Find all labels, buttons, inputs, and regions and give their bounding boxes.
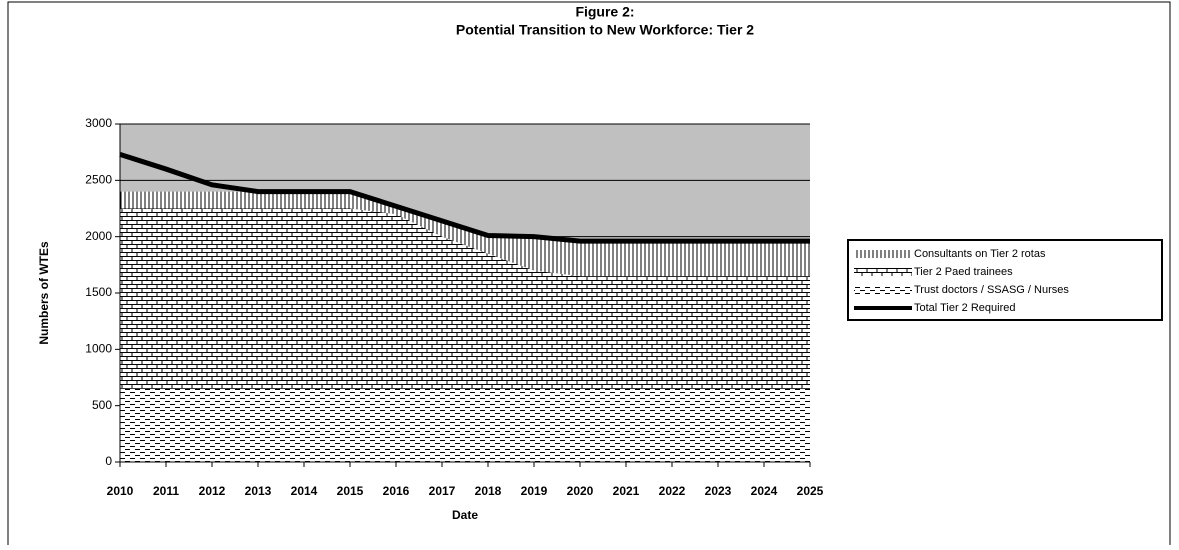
y-tick-label: 1000 (85, 342, 112, 356)
x-tick-label: 2021 (613, 484, 640, 498)
y-tick-label: 1500 (85, 285, 112, 299)
x-tick-label: 2016 (383, 484, 410, 498)
y-tick-label: 3000 (85, 116, 112, 130)
x-tick-label: 2011 (153, 484, 179, 498)
legend-swatch (854, 268, 912, 276)
x-tick-label: 2018 (475, 484, 502, 498)
x-tick-label: 2023 (705, 484, 732, 498)
x-tick-label: 2013 (245, 484, 272, 498)
y-tick-label: 2500 (85, 173, 112, 187)
x-tick-label: 2024 (751, 484, 778, 498)
x-tick-label: 2014 (291, 484, 318, 498)
area (120, 208, 810, 389)
line (119, 152, 810, 244)
x-tick-label: 2020 (567, 484, 594, 498)
chart-subtitle: Potential Transition to New Workforce: T… (456, 22, 754, 38)
x-tick-label: 2022 (659, 484, 686, 498)
legend-swatch (854, 286, 912, 294)
y-axis-label: Numbers of WTEs (37, 241, 51, 345)
chart-title: Figure 2: (575, 4, 634, 20)
y-tick-label: 0 (105, 454, 112, 468)
x-tick-label: 2025 (797, 484, 824, 498)
legend-label: Total Tier 2 Required (914, 302, 1016, 314)
legend-label: Consultants on Tier 2 rotas (914, 248, 1046, 260)
x-tick-label: 2015 (337, 484, 364, 498)
x-tick-label: 2012 (199, 484, 226, 498)
legend-swatch (854, 250, 912, 258)
area (120, 388, 810, 462)
y-tick-label: 500 (92, 398, 112, 412)
legend: Consultants on Tier 2 rotas Tier 2 Paed t… (847, 239, 1163, 321)
x-tick-label: 2010 (107, 484, 134, 498)
legend-label: Trust doctors / SSASG / Nurses (914, 284, 1069, 296)
x-tick-label: 2019 (521, 484, 548, 498)
x-tick-label: 2017 (429, 484, 456, 498)
legend-label: Tier 2 Paed trainees (914, 266, 1013, 278)
y-tick-label: 2000 (85, 229, 112, 243)
area (120, 191, 810, 277)
x-axis-label: Date (452, 508, 478, 522)
